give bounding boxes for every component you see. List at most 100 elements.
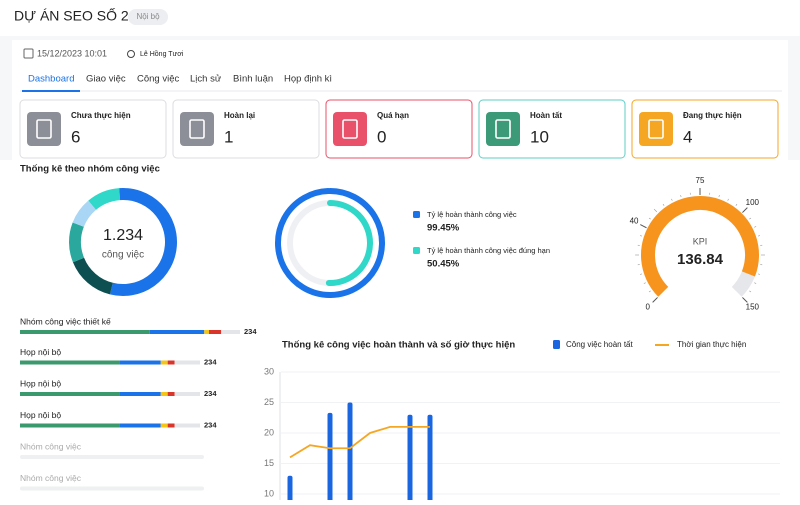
group-total: 234 (204, 357, 217, 366)
ring (329, 203, 370, 283)
y-tick-label: 15 (264, 458, 274, 468)
status-icon (639, 112, 673, 146)
group-total: 234 (204, 389, 217, 398)
gauge-minor-tick (754, 226, 756, 227)
donut-segment (78, 260, 111, 289)
chart-title: Thống kê công việc hoàn thành và số giờ … (282, 340, 515, 351)
gauge-minor-tick (671, 199, 672, 201)
gauge-tick (653, 297, 658, 302)
status-icon (180, 112, 214, 146)
section-title: Thống kê theo nhóm công việc (20, 164, 160, 175)
group-track (20, 487, 204, 491)
gauge-minor-tick (640, 274, 642, 275)
group-segment (161, 361, 168, 365)
group-segment (161, 424, 168, 428)
group-segment (168, 424, 175, 428)
donut-segment (92, 194, 120, 205)
group-name: Nhóm công việc thiết kế (20, 316, 111, 326)
bar (288, 476, 293, 500)
donut-label: công việc (102, 250, 144, 261)
group-total: 234 (204, 420, 217, 429)
donut-segment (75, 225, 78, 260)
tab[interactable]: Bình luận (233, 74, 273, 85)
group-segment (20, 361, 119, 365)
legend-swatch (413, 211, 420, 218)
group-total: 234 (244, 327, 257, 336)
legend-swatch (553, 340, 560, 349)
group-segment (168, 361, 175, 365)
bar (348, 403, 353, 501)
bar (328, 413, 333, 500)
group-segment (119, 424, 161, 428)
gauge-tick-label: 40 (630, 217, 639, 226)
gauge-minor-tick (719, 195, 720, 197)
tab[interactable]: Lịch sử (190, 74, 222, 85)
group-name: Nhóm công việc (20, 441, 82, 451)
status-value: 10 (530, 127, 549, 146)
tab[interactable]: Họp định kì (284, 74, 332, 85)
gauge-tick (742, 208, 747, 213)
date: 15/12/2023 10:01 (37, 48, 107, 58)
gauge-tick-label: 150 (746, 302, 760, 311)
ring-name: Tỷ lệ hoàn thành công việc đúng hạn (427, 246, 550, 255)
gauge-value (648, 203, 752, 292)
status-label: Quá hạn (377, 111, 409, 120)
gauge-minor-tick (640, 236, 642, 237)
group-segment (175, 424, 200, 428)
group-name: Họp nội bộ (20, 410, 61, 420)
group-segment (119, 392, 161, 396)
gauge-minor-tick (654, 209, 657, 212)
gauge-minor-tick (749, 218, 751, 219)
status-label: Đang thực hiện (683, 111, 742, 120)
gauge-minor-tick (644, 283, 646, 284)
gauge-minor-tick (749, 291, 751, 292)
gauge-minor-tick (736, 204, 737, 206)
legend-label: Công việc hoàn tất (566, 340, 633, 349)
gauge-label: KPI (693, 236, 708, 246)
group-segment (204, 330, 209, 334)
tab[interactable]: Công việc (137, 74, 179, 85)
project-title: DỰ ÁN SEO SỐ 2 (14, 7, 129, 24)
gauge-minor-tick (649, 218, 651, 219)
group-segment (209, 330, 221, 334)
gauge-value-label: 136.84 (677, 251, 724, 268)
gauge-minor-tick (758, 274, 760, 275)
group-segment (20, 330, 150, 334)
legend-label: Thời gian thực hiện (677, 340, 746, 349)
badge: Nội bộ (136, 12, 160, 21)
gauge-tick-label: 75 (696, 176, 705, 185)
group-segment (150, 330, 205, 334)
gauge-tick (640, 225, 646, 228)
status-label: Chưa thực hiện (71, 111, 131, 120)
gauge-minor-tick (681, 195, 682, 197)
y-tick-label: 20 (264, 427, 274, 437)
tab[interactable]: Giao việc (86, 74, 126, 85)
legend-swatch (413, 247, 420, 254)
group-segment (221, 330, 240, 334)
group-name: Nhóm công việc (20, 473, 82, 483)
ring (278, 191, 382, 295)
ring-value: 99.45% (427, 223, 460, 234)
y-tick-label: 10 (264, 488, 274, 498)
group-segment (161, 392, 168, 396)
status-value: 4 (683, 127, 692, 146)
gauge-minor-tick (649, 291, 651, 292)
status-value: 0 (377, 127, 386, 146)
tab[interactable]: Dashboard (28, 74, 74, 85)
gauge-minor-tick (663, 204, 664, 206)
ring-name: Tỷ lệ hoàn thành công việc (427, 210, 517, 219)
gauge-minor-tick (754, 283, 756, 284)
group-segment (20, 392, 119, 396)
status-icon (27, 112, 61, 146)
status-label: Hoàn tất (530, 111, 562, 120)
y-tick-label: 25 (264, 397, 274, 407)
ring-value: 50.45% (427, 259, 460, 270)
group-segment (168, 392, 175, 396)
group-name: Họp nội bộ (20, 378, 61, 388)
status-label: Hoàn lại (224, 111, 255, 120)
group-name: Họp nội bộ (20, 347, 61, 357)
user: Lê Hồng Tươi (140, 49, 184, 58)
donut-segment (78, 205, 92, 224)
group-segment (175, 361, 200, 365)
